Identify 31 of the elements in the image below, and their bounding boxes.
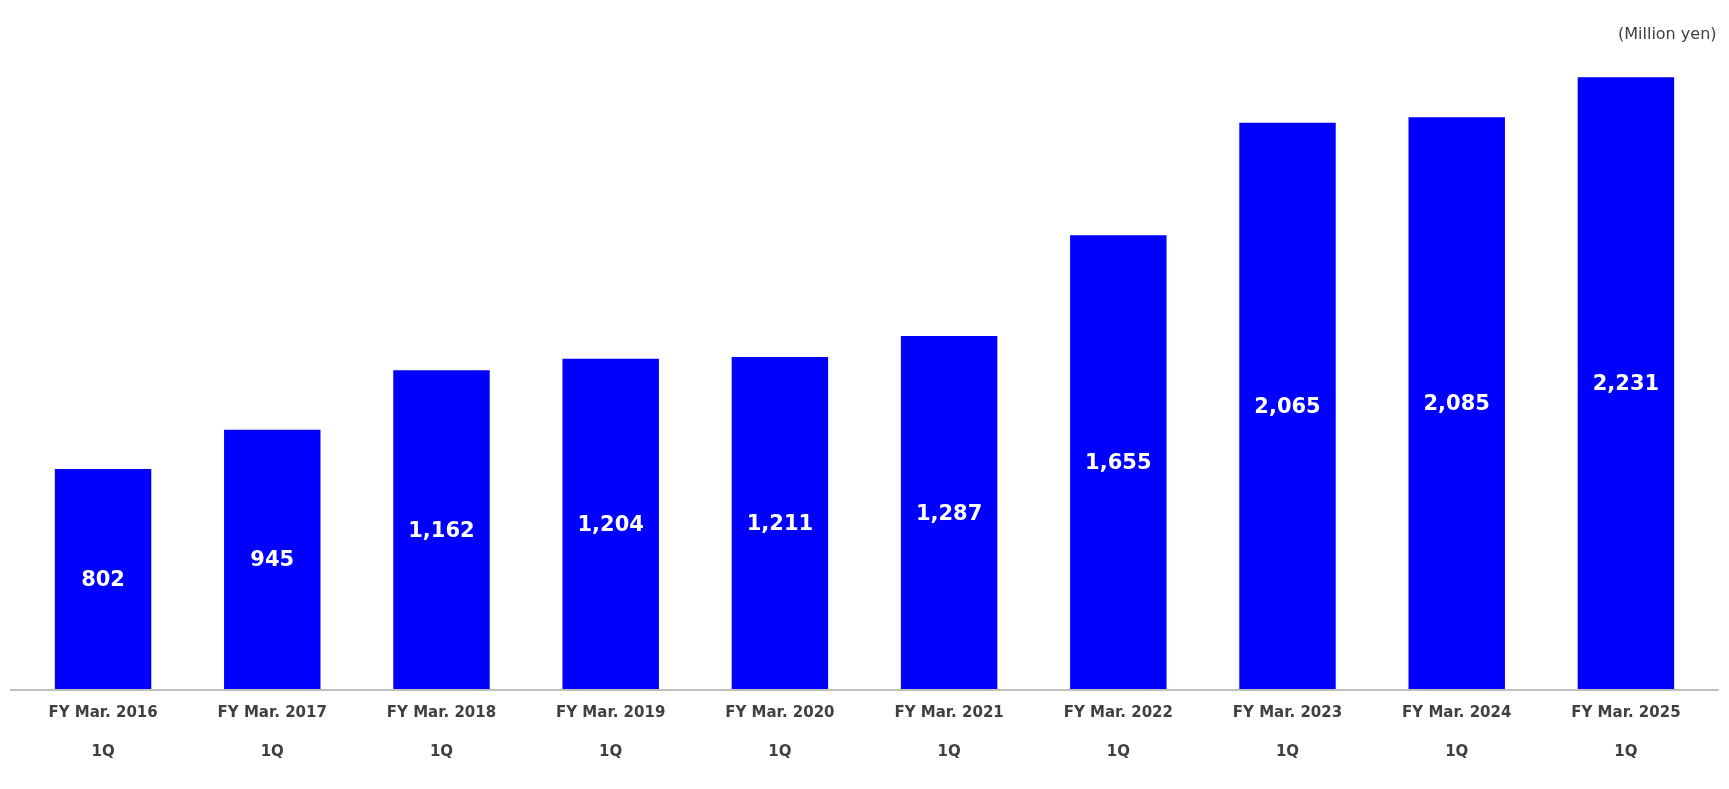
- bar: [224, 429, 321, 689]
- data-label: 2,231: [1592, 371, 1660, 396]
- data-label: 1,287: [915, 500, 983, 525]
- bar: [393, 370, 490, 689]
- data-label: 2,085: [1423, 391, 1490, 416]
- data-label: 1,204: [577, 511, 644, 536]
- data-label: 1,655: [1085, 450, 1152, 475]
- category-label: FY Mar. 2020 1Q: [725, 702, 835, 760]
- data-label: 945: [250, 547, 295, 572]
- category-label: FY Mar. 2016 1Q: [48, 702, 158, 760]
- category-label: FY Mar. 2024 1Q: [1402, 702, 1512, 760]
- category-label: FY Mar. 2022 1Q: [1063, 702, 1173, 760]
- category-label: FY Mar. 2017 1Q: [217, 702, 327, 760]
- text: (Million yen): [1618, 24, 1717, 43]
- data-label: 2,065: [1254, 393, 1321, 418]
- category-label: FY Mar. 2025 1Q: [1571, 702, 1681, 760]
- bar: [1239, 122, 1336, 689]
- category-label: FY Mar. 2023 1Q: [1232, 702, 1343, 760]
- category-label: FY Mar. 2021 1Q: [894, 702, 1004, 760]
- data-label: 1,211: [746, 510, 814, 535]
- data-label: 1,162: [408, 517, 475, 542]
- bar: [1070, 235, 1167, 689]
- category-label: FY Mar. 2019 1Q: [556, 702, 666, 760]
- bar: [562, 358, 659, 689]
- bar: [54, 469, 152, 689]
- bar: [900, 336, 998, 689]
- bar: [731, 356, 829, 689]
- bar: [1577, 77, 1675, 689]
- data-label: 802: [81, 567, 125, 592]
- bar: [1408, 117, 1505, 689]
- category-label: FY Mar. 2018 1Q: [386, 702, 497, 760]
